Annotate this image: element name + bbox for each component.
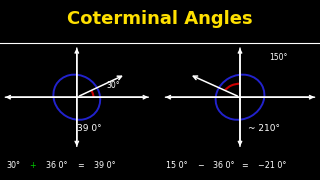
Text: 39 0°: 39 0° [77,124,102,133]
Text: ~ 210°: ~ 210° [248,124,280,133]
Text: −21 0°: −21 0° [258,161,286,170]
Text: Coterminal Angles: Coterminal Angles [67,10,253,28]
Text: 150°: 150° [269,53,288,62]
Text: −: − [197,161,204,170]
Text: 36 0°: 36 0° [46,161,68,170]
Text: 30°: 30° [6,161,20,170]
Text: 30°: 30° [107,81,120,90]
Text: +: + [29,161,36,170]
Text: =: = [77,161,84,170]
Text: =: = [242,161,248,170]
Text: 39 0°: 39 0° [94,161,116,170]
Text: 15 0°: 15 0° [166,161,188,170]
Text: 36 0°: 36 0° [213,161,234,170]
